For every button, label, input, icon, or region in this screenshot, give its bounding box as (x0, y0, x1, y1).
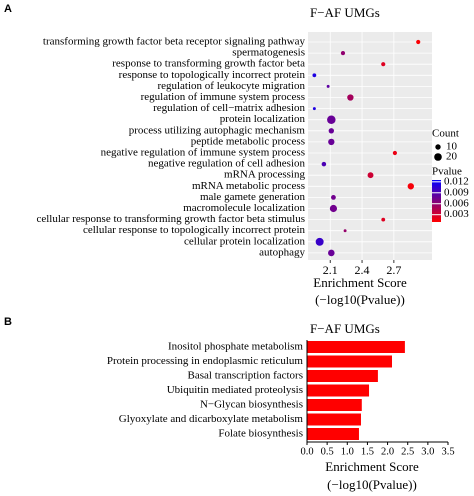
dot (392, 150, 397, 156)
size-legend-title: Count (432, 128, 459, 140)
dot (407, 183, 414, 190)
x-tick-label: 1.5 (361, 446, 374, 457)
colorbar (432, 180, 441, 222)
category-label: negative regulation of cell adhesion (148, 158, 305, 170)
x-tick-label: 3.0 (421, 446, 434, 457)
bar (307, 341, 405, 353)
x-tick-label: 1.0 (341, 446, 354, 457)
colorbar-label: 0.003 (444, 208, 469, 220)
x-tick-label: 0.5 (321, 446, 334, 457)
dot (340, 51, 346, 56)
dot (315, 237, 324, 246)
colorbar-label: 0.009 (444, 186, 469, 198)
category-label: regulation of cell−matrix adhesion (153, 102, 305, 114)
dot (328, 128, 335, 134)
panel-label: A (4, 3, 12, 15)
size-legend-label: 20 (446, 151, 458, 163)
bar (307, 413, 361, 426)
size-legend-dot (434, 153, 442, 161)
bar (307, 428, 359, 440)
category-label: regulation of leukocyte migration (157, 80, 305, 92)
plot-background (308, 32, 432, 260)
dot (312, 73, 317, 78)
color-legend-title: Pvalue (432, 166, 462, 178)
category-label: Ubiquitin mediated proteolysis (167, 384, 303, 396)
size-legend-label: 10 (446, 141, 458, 153)
category-label: N−Glycan biosynthesis (200, 399, 303, 411)
category-label: transforming growth factor beta receptor… (43, 36, 306, 48)
category-label: mRNA processing (224, 169, 305, 181)
bar (307, 370, 378, 382)
x-tick-label: 2.4 (355, 263, 370, 277)
x-tick-label: 3.5 (441, 446, 454, 457)
colorbar-label: 0.006 (444, 197, 469, 209)
dot (326, 84, 330, 88)
x-axis-label: Enrichment Score (325, 459, 419, 474)
category-label: peptide metabolic process (191, 135, 305, 147)
category-label: process utilizing autophagic mechanism (129, 124, 306, 136)
category-label: cellular response to transforming growth… (36, 213, 305, 225)
x-tick-label: 2.5 (401, 446, 414, 457)
category-label: Protein processing in endoplasmic reticu… (107, 355, 304, 367)
x-axis-label: (−log10(Pvalue)) (315, 292, 405, 307)
dot (312, 107, 316, 111)
x-axis-label: Enrichment Score (313, 275, 407, 290)
category-label: response to topologically incorrect prot… (119, 69, 306, 81)
category-label: Folate biosynthesis (218, 428, 303, 440)
dot (347, 94, 354, 101)
category-label: Inositol phosphate metabolism (168, 341, 303, 353)
x-tick-label: 2.1 (323, 263, 338, 277)
category-label: cellular protein localization (184, 235, 305, 247)
dot (343, 229, 347, 233)
chart-title: F−AF UMGs (310, 321, 380, 336)
category-label: male gamete generation (200, 191, 306, 203)
category-label: macromolecule localization (183, 202, 305, 214)
x-tick-label: 0.0 (300, 446, 313, 457)
category-label: regulation of immune system process (141, 91, 305, 103)
dot (416, 39, 421, 45)
category-label: protein localization (220, 113, 306, 125)
dot (328, 138, 335, 146)
chart-title: F−AF UMGs (310, 5, 380, 20)
category-label: spermatogenesis (232, 47, 305, 59)
category-label: autophagy (259, 246, 305, 258)
category-label: negative regulation of immune system pro… (101, 147, 305, 159)
category-label: mRNA metabolic process (192, 180, 305, 192)
category-label: response to transforming growth factor b… (112, 58, 305, 70)
bar (307, 384, 370, 397)
dot (329, 204, 338, 213)
x-tick-label: 2.7 (386, 263, 401, 277)
dot (327, 115, 336, 124)
x-tick-label: 2.0 (381, 446, 394, 457)
category-label: Glyoxylate and dicarboxylate metabolism (119, 413, 304, 425)
dot (328, 249, 335, 257)
bar (307, 355, 393, 368)
category-label: Basal transcription factors (188, 370, 303, 382)
panel-label: B (4, 316, 12, 328)
size-legend-dot (435, 144, 441, 150)
dot (367, 172, 374, 179)
dot (321, 161, 327, 167)
bar (307, 399, 362, 411)
dot (381, 217, 386, 222)
x-axis-label: (−log10(Pvalue)) (327, 477, 417, 492)
category-label: cellular response to topologically incor… (83, 224, 306, 236)
colorbar-label: 0.012 (444, 175, 469, 187)
dot (331, 194, 336, 200)
dot (381, 62, 386, 67)
